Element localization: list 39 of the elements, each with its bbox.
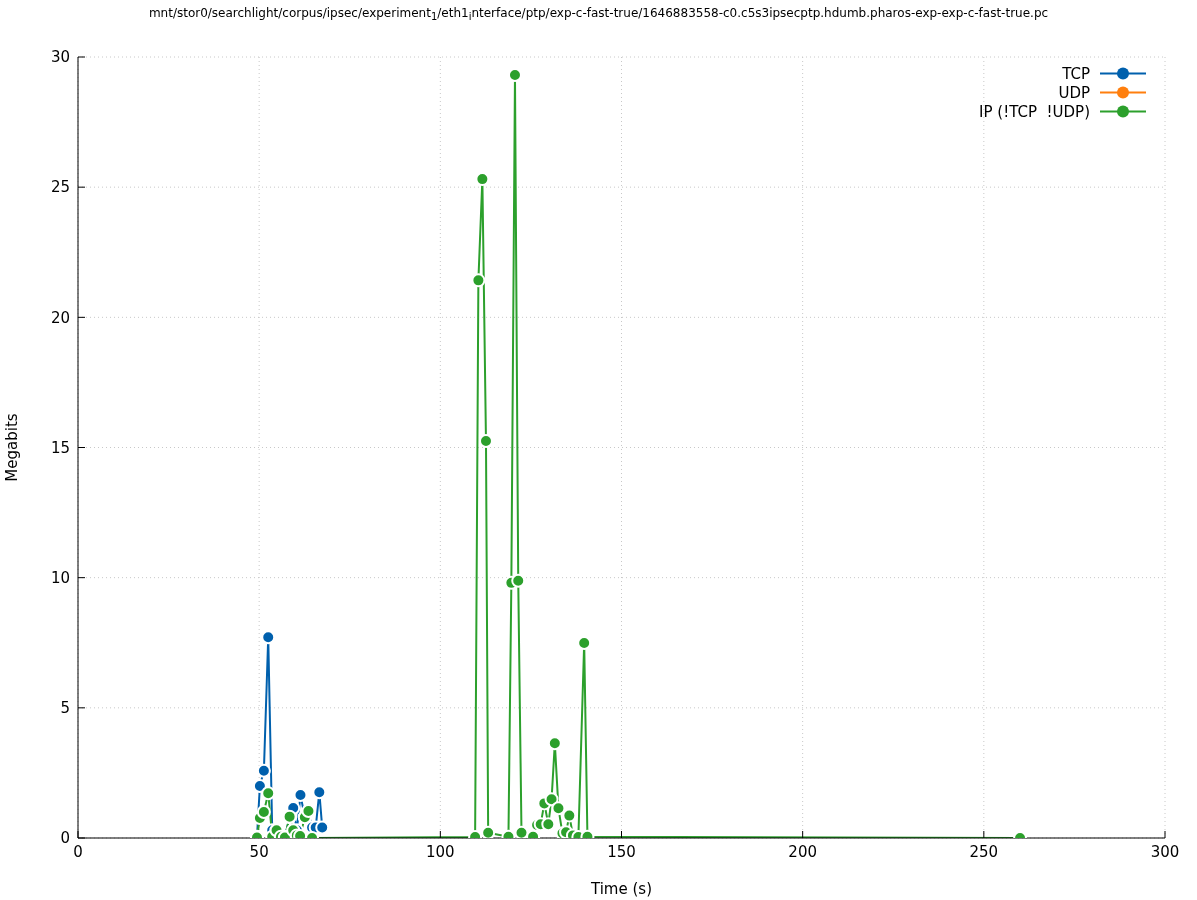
x-tick-label: 50 bbox=[249, 842, 269, 861]
y-tick-label: 15 bbox=[50, 438, 70, 457]
y-tick-label: 20 bbox=[50, 308, 70, 327]
point bbox=[562, 808, 577, 823]
x-tick-label: 250 bbox=[969, 842, 999, 861]
point bbox=[261, 786, 276, 801]
x-tick-label: 100 bbox=[426, 842, 455, 861]
point bbox=[252, 778, 267, 793]
y-tick-label: 30 bbox=[50, 48, 70, 67]
point bbox=[541, 817, 556, 832]
point bbox=[547, 736, 562, 751]
y-axis-title: Megabits bbox=[3, 413, 22, 482]
legend-label: TCP bbox=[1062, 64, 1090, 83]
point bbox=[471, 273, 486, 288]
point bbox=[315, 820, 330, 835]
y-tick-label: 25 bbox=[50, 178, 70, 197]
point bbox=[312, 785, 327, 800]
point bbox=[256, 804, 271, 819]
x-tick-label: 200 bbox=[788, 842, 817, 861]
y-tick-label: 5 bbox=[60, 699, 70, 718]
point bbox=[514, 825, 529, 838]
point bbox=[544, 792, 559, 807]
point bbox=[256, 763, 271, 778]
point bbox=[577, 636, 592, 651]
legend-label: UDP bbox=[1058, 83, 1090, 102]
point bbox=[481, 825, 496, 838]
y-tick-label: 10 bbox=[50, 568, 70, 587]
legend-label: IP (!TCP !UDP) bbox=[979, 102, 1090, 121]
point bbox=[511, 573, 526, 588]
x-tick-label: 0 bbox=[73, 842, 83, 861]
point bbox=[293, 788, 308, 803]
x-tick-label: 300 bbox=[1150, 842, 1180, 861]
point bbox=[261, 630, 276, 645]
chart-title: mnt/stor0/searchlight/corpus/ipsec/experiment$_{1}$/eth1$_{i}$nterface/ptp/exp-c-fast-true/1646883558-c0.c5s3ipsecptp.hdumb.pharos-exp-exp-c-fast-true.pc bbox=[147, 6, 1050, 23]
y-tick-label: 0 bbox=[60, 829, 70, 848]
point bbox=[551, 801, 566, 816]
x-axis-title: Time (s) bbox=[590, 880, 652, 898]
x-tick-label: 150 bbox=[607, 842, 636, 861]
point bbox=[475, 172, 490, 187]
